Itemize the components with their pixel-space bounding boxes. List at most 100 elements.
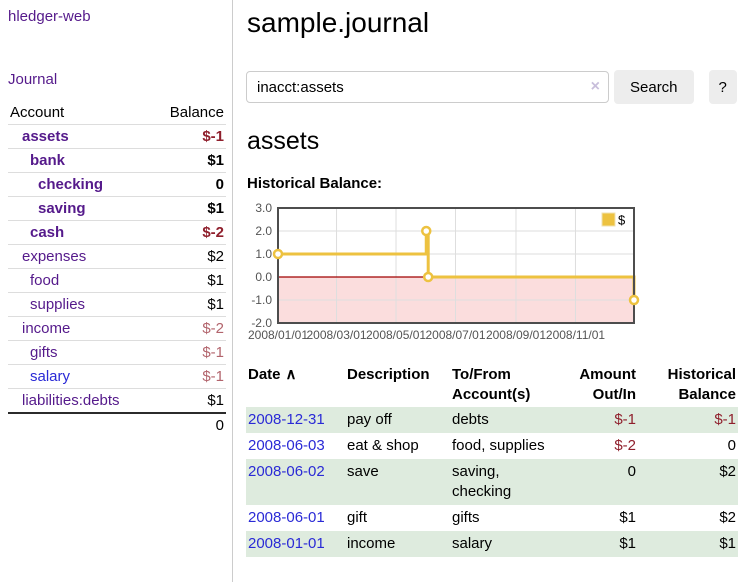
accounts-table: Account Balance assets $-1 bank $1 checking 0… bbox=[8, 101, 226, 437]
account-balance: $1 bbox=[152, 268, 226, 293]
main-content: sample.journal × Search ? assets Histori… bbox=[246, 0, 742, 557]
account-cell: food bbox=[8, 268, 153, 293]
sort-asc-icon: ∧ bbox=[285, 366, 297, 383]
account-heading: assets bbox=[247, 127, 320, 155]
register-accounts: saving, checking bbox=[452, 463, 512, 500]
accounts-total-row: 0 bbox=[8, 412, 226, 437]
brand-link[interactable]: hledger-web bbox=[8, 8, 91, 25]
account-link-supplies[interactable]: supplies bbox=[30, 296, 86, 313]
date-link[interactable]: 2008-01-01 bbox=[248, 535, 325, 552]
register-date-cell: 2008-01-01 bbox=[246, 531, 345, 557]
plot-border bbox=[277, 207, 635, 324]
register-date-cell: 2008-06-01 bbox=[246, 505, 345, 531]
data-point bbox=[628, 294, 640, 306]
register-body: 2008-12-31 pay off debts $-1 $-1 2008-06-03 ea… bbox=[246, 407, 738, 557]
account-cell: checking bbox=[8, 172, 153, 197]
sidebar-item-journal[interactable]: Journal bbox=[8, 71, 58, 88]
clear-search-icon[interactable]: × bbox=[590, 78, 600, 95]
register-accounts: gifts bbox=[452, 509, 480, 526]
register-amount: $-1 bbox=[614, 411, 636, 428]
account-cell: assets bbox=[8, 125, 152, 149]
account-link-income[interactable]: income bbox=[22, 320, 71, 337]
y-tick-label: 3.0 bbox=[255, 201, 272, 215]
search-input[interactable] bbox=[246, 71, 609, 103]
account-balance: $-1 bbox=[152, 340, 226, 365]
register-header-balance: Historical Balance bbox=[667, 366, 736, 403]
account-balance: $1 bbox=[152, 196, 226, 221]
register-header-date[interactable]: Date ∧ bbox=[248, 366, 297, 383]
register-accounts: debts bbox=[452, 411, 489, 428]
account-row: supplies $1 bbox=[8, 292, 226, 317]
y-tick-label: 2.0 bbox=[255, 224, 272, 238]
register-description: income bbox=[347, 535, 396, 552]
register-description: pay off bbox=[347, 411, 392, 428]
account-cell: bank bbox=[8, 148, 153, 173]
date-link[interactable]: 2008-06-01 bbox=[248, 509, 325, 526]
account-balance: $-1 bbox=[152, 364, 226, 389]
accounts-total-value: 0 bbox=[152, 412, 226, 437]
account-link-food[interactable]: food bbox=[30, 272, 60, 289]
account-cell: saving bbox=[8, 196, 153, 221]
register-amount: $-2 bbox=[614, 437, 636, 454]
chart-svg: $3.0 2.0 1.0 0.0 -1.0 -2.02008/01/012008/03/0… bbox=[248, 201, 640, 342]
x-tick-label: 2008/09/01 bbox=[486, 328, 546, 342]
account-link-gifts[interactable]: gifts bbox=[30, 344, 58, 361]
account-link-salary[interactable]: salary bbox=[30, 368, 71, 385]
account-balance: $-1 bbox=[202, 128, 224, 145]
account-balance: $1 bbox=[152, 388, 226, 413]
x-tick-label: 2008/07/01 bbox=[425, 328, 485, 342]
register-balance: 0 bbox=[727, 437, 736, 454]
register-amount: $1 bbox=[619, 509, 636, 526]
date-link[interactable]: 2008-06-02 bbox=[248, 463, 325, 480]
account-row: liabilities:debts $1 bbox=[8, 388, 226, 413]
account-balance: $-2 bbox=[152, 220, 226, 245]
account-row: cash $-2 bbox=[8, 220, 226, 245]
register-balance: $1 bbox=[719, 535, 736, 552]
y-tick-label: 1.0 bbox=[255, 247, 272, 261]
search-button[interactable]: Search bbox=[614, 70, 694, 104]
register-date-cell: 2008-12-31 bbox=[246, 407, 345, 433]
data-point bbox=[272, 248, 284, 260]
register-balance: $2 bbox=[719, 509, 736, 526]
search-bar: × Search ? bbox=[246, 70, 742, 104]
account-link-bank[interactable]: bank bbox=[30, 152, 66, 169]
x-tick-label: 2008/11/01 bbox=[546, 328, 605, 342]
register-description: eat & shop bbox=[347, 437, 419, 454]
accounts-total-spacer bbox=[8, 412, 153, 437]
account-cell: cash bbox=[8, 220, 153, 245]
register-row: 2008-06-01 gift gifts $1 $2 bbox=[246, 505, 738, 531]
legend-swatch bbox=[601, 212, 616, 227]
account-link-liabilities:debts[interactable]: liabilities:debts bbox=[22, 392, 120, 409]
register-balance: $-1 bbox=[714, 411, 736, 428]
historical-balance-chart: $3.0 2.0 1.0 0.0 -1.0 -2.0 2008/01/01 2008/03/0… bbox=[246, 201, 646, 351]
register-row: 2008-06-02 save saving, checking 0 $2 bbox=[246, 459, 738, 505]
account-link-expenses[interactable]: expenses bbox=[22, 248, 87, 265]
account-row: assets $-1 bbox=[8, 125, 226, 149]
register-table: Date ∧ Description To/From Account(s) Amo… bbox=[246, 363, 738, 557]
register-header-amount: Amount Out/In bbox=[579, 366, 636, 403]
account-balance: $2 bbox=[152, 244, 226, 269]
legend-label: $ bbox=[618, 213, 626, 228]
account-balance: $1 bbox=[152, 148, 226, 173]
register-row: 2008-06-03 eat & shop food, supplies $-2 0 bbox=[246, 433, 738, 459]
account-cell: gifts bbox=[8, 340, 153, 365]
accounts-body: assets $-1 bank $1 checking 0 saving $1 cash $-2 e… bbox=[8, 125, 226, 437]
account-cell: supplies bbox=[8, 292, 153, 317]
account-link-saving[interactable]: saving bbox=[38, 200, 86, 217]
help-button[interactable]: ? bbox=[708, 70, 737, 104]
register-description: gift bbox=[347, 509, 368, 526]
account-link-checking[interactable]: checking bbox=[38, 176, 104, 193]
date-link[interactable]: 2008-12-31 bbox=[248, 411, 325, 428]
account-balance: $-2 bbox=[152, 316, 226, 341]
account-row: income $-2 bbox=[8, 316, 226, 341]
date-link[interactable]: 2008-06-03 bbox=[248, 437, 325, 454]
account-row: bank $1 bbox=[8, 148, 226, 173]
y-tick-label: 0.0 bbox=[255, 270, 272, 284]
page-title: sample.journal bbox=[247, 7, 430, 38]
account-cell: liabilities:debts bbox=[8, 388, 153, 413]
register-description: save bbox=[347, 463, 379, 480]
account-link-assets[interactable]: assets bbox=[22, 128, 69, 145]
account-link-cash[interactable]: cash bbox=[30, 224, 65, 241]
account-cell: salary bbox=[8, 364, 153, 389]
data-point bbox=[421, 225, 432, 237]
